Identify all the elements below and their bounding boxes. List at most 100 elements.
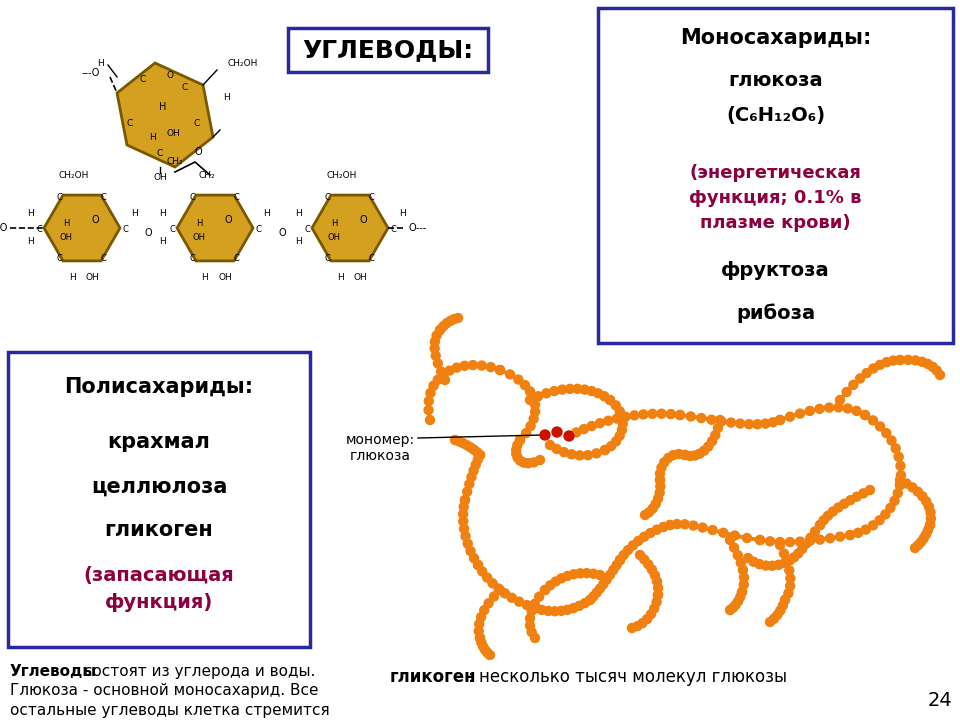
Circle shape — [913, 487, 923, 496]
Circle shape — [432, 331, 441, 340]
Circle shape — [698, 523, 708, 532]
Circle shape — [445, 316, 455, 325]
Text: Углеводы: Углеводы — [10, 664, 97, 679]
Text: C: C — [140, 76, 146, 84]
Text: (запасающая
функция): (запасающая функция) — [84, 565, 234, 613]
Circle shape — [527, 628, 536, 636]
Text: C: C — [189, 254, 195, 264]
Circle shape — [621, 413, 630, 421]
Text: O: O — [91, 215, 99, 225]
Text: O: O — [194, 147, 202, 157]
Circle shape — [516, 436, 524, 444]
Text: O: O — [278, 228, 286, 238]
Circle shape — [453, 313, 463, 323]
Text: CH₂OH: CH₂OH — [59, 171, 89, 181]
Circle shape — [612, 560, 621, 570]
Circle shape — [894, 489, 902, 498]
Circle shape — [538, 606, 546, 614]
Circle shape — [424, 397, 433, 405]
Circle shape — [785, 413, 795, 421]
Text: OH: OH — [218, 274, 232, 282]
Text: C: C — [233, 192, 239, 202]
Circle shape — [466, 546, 475, 556]
Circle shape — [495, 366, 505, 374]
Circle shape — [876, 360, 884, 369]
Circle shape — [780, 559, 789, 567]
Circle shape — [580, 425, 588, 433]
Circle shape — [882, 428, 891, 438]
Circle shape — [473, 560, 483, 570]
Circle shape — [674, 449, 684, 459]
Circle shape — [471, 460, 480, 469]
Circle shape — [595, 584, 605, 593]
Circle shape — [430, 344, 439, 353]
Circle shape — [917, 537, 925, 546]
Text: C: C — [324, 254, 330, 264]
Circle shape — [753, 420, 762, 428]
Circle shape — [450, 436, 460, 444]
Circle shape — [739, 580, 748, 589]
Text: C: C — [390, 225, 396, 235]
Circle shape — [475, 451, 485, 459]
Circle shape — [935, 371, 945, 379]
Circle shape — [685, 451, 694, 460]
Circle shape — [668, 451, 678, 459]
Circle shape — [646, 528, 655, 537]
Text: C: C — [255, 225, 261, 235]
Circle shape — [607, 441, 615, 451]
Circle shape — [575, 601, 584, 611]
Circle shape — [902, 479, 911, 488]
Circle shape — [826, 534, 834, 543]
Circle shape — [606, 570, 614, 580]
Circle shape — [604, 416, 612, 426]
Circle shape — [586, 595, 594, 605]
Text: H: H — [159, 210, 166, 218]
Circle shape — [522, 600, 531, 610]
Circle shape — [924, 502, 933, 511]
Circle shape — [656, 475, 664, 485]
Circle shape — [560, 448, 568, 456]
Circle shape — [819, 516, 828, 525]
Circle shape — [615, 431, 624, 441]
Circle shape — [853, 528, 863, 537]
Circle shape — [486, 650, 494, 660]
Circle shape — [584, 451, 592, 459]
Text: мономер:
глюкоза: мономер: глюкоза — [346, 433, 415, 463]
Circle shape — [535, 592, 543, 601]
Text: целлюлоза: целлюлоза — [91, 477, 228, 497]
Circle shape — [624, 546, 633, 554]
Circle shape — [650, 604, 659, 613]
Circle shape — [785, 556, 795, 564]
Circle shape — [796, 409, 804, 418]
Circle shape — [469, 445, 478, 454]
Circle shape — [843, 404, 852, 413]
Circle shape — [483, 573, 492, 582]
Circle shape — [842, 387, 852, 397]
Circle shape — [520, 381, 530, 390]
Circle shape — [426, 389, 435, 397]
Circle shape — [602, 575, 612, 584]
Circle shape — [932, 366, 941, 375]
Circle shape — [676, 410, 684, 420]
Circle shape — [441, 376, 449, 384]
Circle shape — [756, 536, 764, 544]
Circle shape — [467, 472, 476, 482]
Circle shape — [786, 574, 795, 583]
Circle shape — [513, 441, 522, 449]
Circle shape — [881, 510, 890, 519]
Circle shape — [569, 603, 578, 613]
Circle shape — [588, 592, 598, 601]
Circle shape — [729, 603, 737, 612]
Text: рибоза: рибоза — [736, 303, 815, 323]
Circle shape — [615, 556, 625, 564]
Circle shape — [459, 510, 468, 518]
Text: ---O: ---O — [0, 223, 8, 233]
Text: Полисахариды:: Полисахариды: — [64, 377, 253, 397]
Circle shape — [733, 597, 743, 606]
Polygon shape — [312, 195, 388, 261]
Circle shape — [514, 454, 522, 462]
Circle shape — [540, 585, 549, 595]
Circle shape — [922, 497, 930, 505]
Circle shape — [541, 389, 551, 398]
Circle shape — [455, 437, 464, 446]
